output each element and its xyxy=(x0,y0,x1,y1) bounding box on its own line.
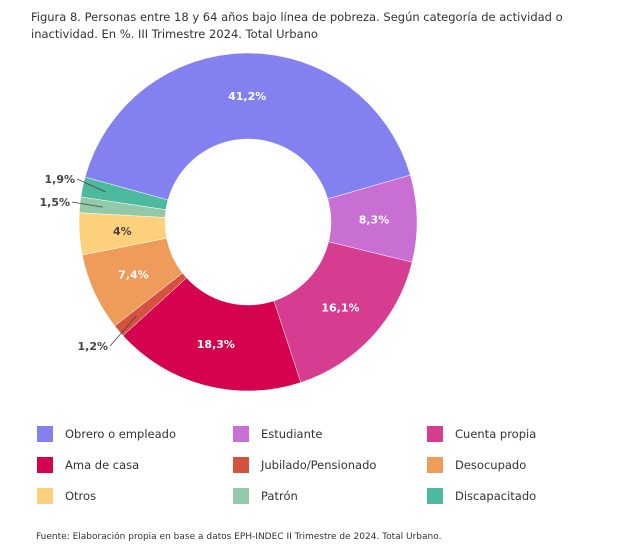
label-leader-line xyxy=(109,315,137,347)
legend-swatch xyxy=(233,488,249,504)
legend-label: Cuenta propia xyxy=(455,427,537,441)
legend-label: Obrero o empleado xyxy=(65,427,176,441)
legend-swatch xyxy=(37,457,53,473)
data-label: 1,2% xyxy=(77,340,108,353)
chart-title: Figura 8. Personas entre 18 y 64 años ba… xyxy=(31,10,563,41)
donut-chart: 41,2% 8,3% 16,1% 18,3% 1,2% 7,4% 4% 1,5% 1,9% xyxy=(39,52,418,392)
legend-label: Discapacitado xyxy=(455,489,537,503)
slice-ama-de-casa[interactable] xyxy=(122,277,302,392)
legend-item[interactable]: Estudiante xyxy=(233,426,322,442)
legend-item[interactable]: Obrero o empleado xyxy=(37,426,176,442)
data-label: 8,3% xyxy=(359,213,390,226)
data-label: 1,9% xyxy=(44,173,75,186)
legend-item[interactable]: Discapacitado xyxy=(427,488,536,504)
legend-swatch xyxy=(233,426,249,442)
legend-item[interactable]: Jubilado/Pensionado xyxy=(233,457,376,473)
legend-item[interactable]: Patrón xyxy=(233,488,298,504)
legend-item[interactable]: Ama de casa xyxy=(37,457,139,473)
data-label: 41,2% xyxy=(228,90,266,103)
legend-label: Patrón xyxy=(261,489,298,503)
data-label: 18,3% xyxy=(197,338,235,351)
legend-swatch xyxy=(427,488,443,504)
legend-item[interactable]: Desocupado xyxy=(427,457,526,473)
legend-label: Otros xyxy=(65,489,97,503)
source-note: Fuente: Elaboración propia en base a dat… xyxy=(36,532,442,542)
label-leader-line xyxy=(71,201,103,208)
legend-swatch xyxy=(37,426,53,442)
legend-label: Desocupado xyxy=(455,458,527,472)
legend-swatch xyxy=(427,426,443,442)
legend-label: Jubilado/Pensionado xyxy=(261,458,377,472)
legend-swatch xyxy=(427,457,443,473)
legend-item[interactable]: Cuenta propia xyxy=(427,426,536,442)
legend-swatch xyxy=(37,488,53,504)
data-label: 16,1% xyxy=(321,302,359,315)
slice-obrero-o-empleado[interactable] xyxy=(84,52,411,201)
legend-label: Ama de casa xyxy=(65,458,140,472)
slice-discapacitado[interactable] xyxy=(80,176,169,210)
legend-label: Estudiante xyxy=(261,427,323,441)
data-label: 7,4% xyxy=(118,268,149,281)
label-leader-line xyxy=(76,178,106,193)
data-label: 4% xyxy=(113,225,132,238)
legend-item[interactable]: Otros xyxy=(37,488,96,504)
data-label: 1,5% xyxy=(39,196,70,209)
legend-swatch xyxy=(233,457,249,473)
